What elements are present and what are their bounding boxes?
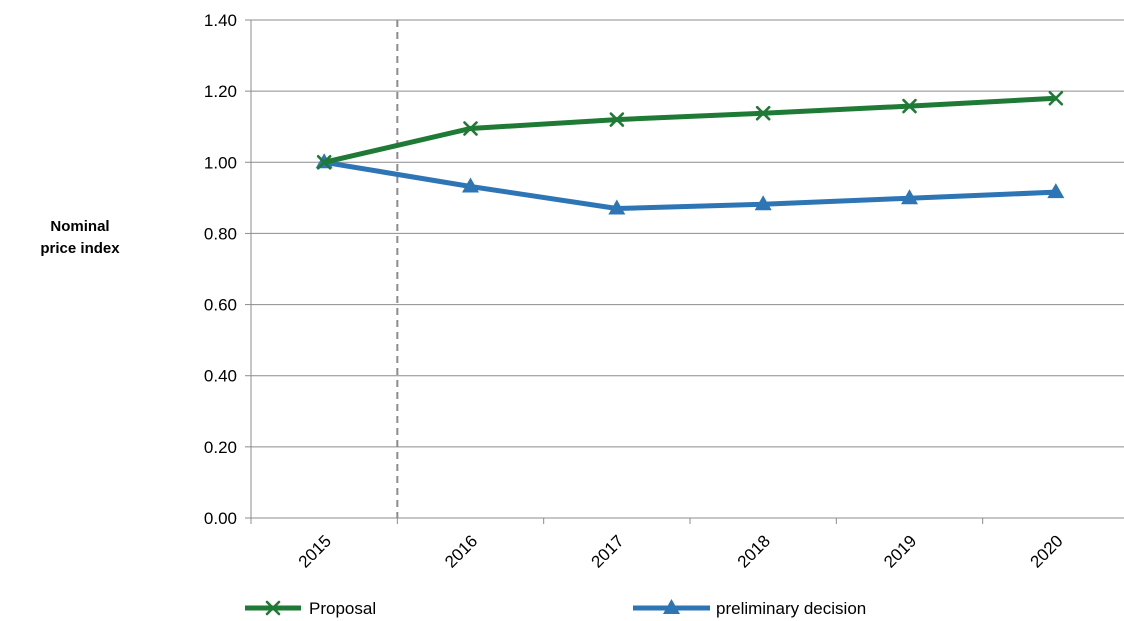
x-tick-label: 2018	[734, 531, 774, 571]
x-tick-label: 2015	[295, 531, 335, 571]
x-tick-label: 2016	[441, 531, 481, 571]
x-tick-label: 2020	[1026, 531, 1066, 571]
series-line-1	[323, 159, 1056, 212]
data-point-1-5	[1047, 183, 1065, 199]
y-tick-label: 0.20	[204, 438, 237, 457]
data-point-1-2	[608, 199, 626, 215]
data-point-0-5	[1048, 90, 1064, 106]
legend-label-proposal: Proposal	[309, 599, 377, 618]
data-point-0-3	[755, 105, 771, 121]
data-point-1-4	[901, 189, 918, 205]
y-tick-label: 0.00	[204, 509, 237, 528]
y-tick-label: 1.00	[204, 153, 237, 172]
y-axis-title-line2: price index	[40, 240, 120, 257]
data-point-1-3	[754, 195, 772, 211]
legend-key-preliminary-decision-marker	[663, 599, 680, 614]
data-point-1-1	[462, 177, 479, 193]
x-tick-label: 2019	[880, 531, 920, 571]
data-point-0-4	[902, 98, 917, 114]
legend-key-proposal-marker	[265, 600, 281, 616]
y-axis-title-line1: Nominal	[50, 218, 110, 235]
y-tick-label: 0.40	[204, 367, 237, 386]
y-axis-title: Nominal price index	[20, 216, 140, 260]
series-line-0	[323, 95, 1056, 165]
data-point-0-0	[316, 154, 332, 170]
y-tick-label: 0.80	[204, 224, 237, 243]
y-tick-label: 1.40	[204, 11, 237, 30]
legend-label-preliminary-decision: preliminary decision	[716, 599, 867, 618]
x-tick-label: 2017	[587, 531, 627, 571]
y-tick-label: 0.60	[204, 296, 237, 315]
y-tick-label: 1.20	[204, 82, 237, 101]
data-point-0-1	[463, 121, 478, 136]
data-point-0-2	[609, 112, 625, 127]
